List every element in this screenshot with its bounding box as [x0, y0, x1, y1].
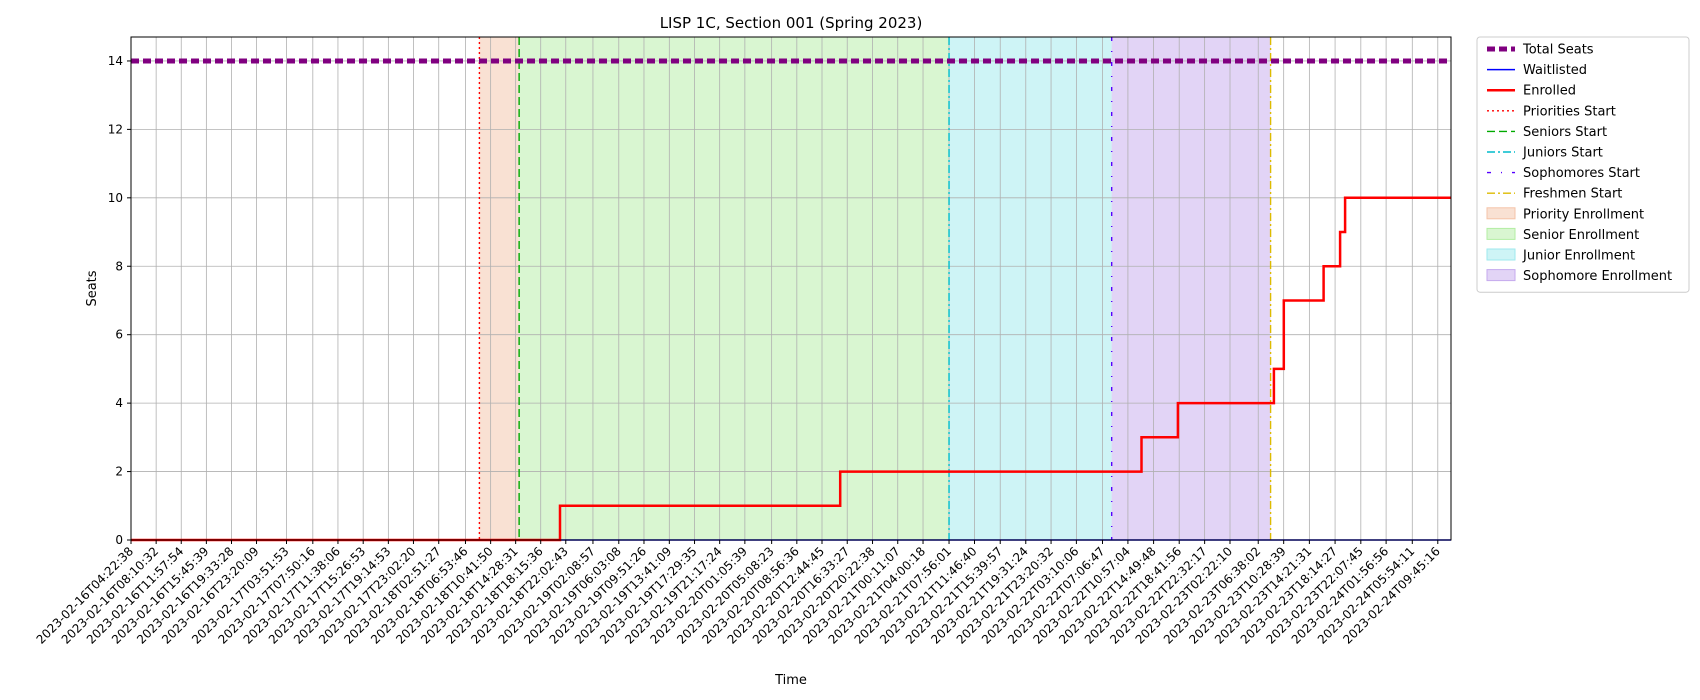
y-tick-label: 6 — [115, 328, 123, 342]
y-tick-label: 8 — [115, 259, 123, 273]
y-tick-label: 12 — [108, 122, 123, 136]
series-enrolled — [131, 196, 1451, 542]
region-priority-enrollment — [479, 37, 520, 540]
grid-lines — [130, 37, 1451, 541]
legend-label-juniors-start: Juniors Start — [1522, 146, 1603, 161]
y-tick-label: 4 — [115, 396, 123, 410]
y-tick-label: 2 — [115, 465, 123, 479]
legend-label-sophomore-enrollment: Sophomore Enrollment — [1523, 269, 1672, 284]
y-axis-title: Seats — [85, 270, 100, 306]
vertical-markers — [478, 37, 1272, 540]
region-senior-enrollment — [519, 37, 950, 540]
legend-swatch-sophomore-enrollment — [1486, 269, 1516, 282]
y-tick-label: 14 — [108, 54, 123, 68]
legend-label-total-seats: Total Seats — [1522, 43, 1594, 58]
legend-label-priorities-start: Priorities Start — [1523, 104, 1616, 119]
y-axis-ticks: 0 2 4 6 8 10 12 14 — [108, 54, 131, 547]
legend-box — [1476, 36, 1690, 293]
legend-label-seniors-start: Seniors Start — [1523, 125, 1607, 140]
plot-frame — [130, 36, 1452, 541]
x-axis-title: Time — [774, 673, 807, 688]
legend-swatch-priority-enrollment — [1486, 207, 1516, 220]
y-tick-label: 10 — [108, 191, 123, 205]
legend-label-junior-enrollment: Junior Enrollment — [1522, 249, 1635, 264]
chart-title: LISP 1C, Section 001 (Spring 2023) — [660, 14, 923, 32]
legend-swatch-junior-enrollment — [1486, 248, 1516, 261]
legend-label-enrolled: Enrolled — [1523, 84, 1576, 99]
x-axis-ticks: 2023-02-16T04:22:382023-02-16T08:10:3220… — [34, 540, 1443, 647]
legend-label-senior-enrollment: Senior Enrollment — [1523, 228, 1639, 243]
legend-label-sophomores-start: Sophomores Start — [1523, 166, 1640, 181]
legend-label-waitlisted: Waitlisted — [1523, 63, 1587, 78]
legend-swatch-senior-enrollment — [1486, 227, 1516, 240]
shaded-regions — [479, 37, 1271, 540]
y-tick-label: 0 — [115, 533, 123, 547]
legend: Total Seats Waitlisted Enrolled Priorities … — [1476, 36, 1690, 293]
region-junior-enrollment — [949, 37, 1112, 540]
legend-label-freshmen-start: Freshmen Start — [1523, 187, 1622, 202]
region-sophomore-enrollment — [1111, 37, 1271, 540]
legend-label-priority-enrollment: Priority Enrollment — [1523, 207, 1644, 222]
